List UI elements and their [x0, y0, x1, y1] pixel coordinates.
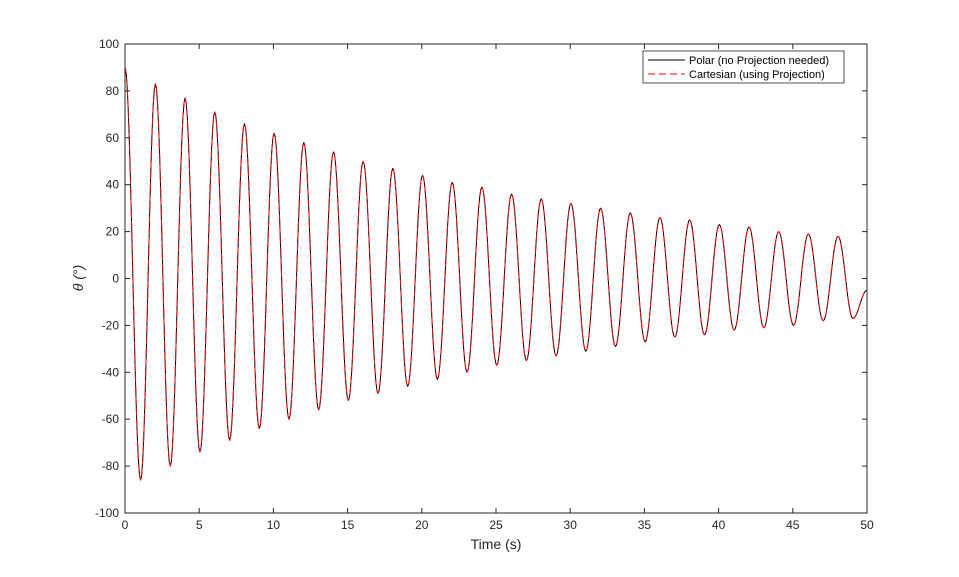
x-tick-label: 5	[196, 518, 203, 532]
x-tick-label: 50	[860, 518, 874, 532]
plot-area	[125, 44, 867, 513]
legend: Polar (no Projection needed) Cartesian (…	[642, 50, 845, 84]
x-tick-label: 10	[267, 518, 281, 532]
y-tick-label: 80	[106, 84, 120, 98]
series-line-cartesian	[124, 67, 868, 481]
y-axis: 100 80 60 40 20 0 -20 -40 -60 -80 -100	[95, 37, 867, 520]
x-axis-label: Time (s)	[471, 536, 522, 552]
x-tick-label: 15	[341, 518, 355, 532]
x-tick-label: 35	[638, 518, 652, 532]
y-tick-label: -40	[102, 365, 120, 379]
y-tick-label: 100	[99, 37, 119, 51]
y-tick-label: -100	[95, 506, 119, 520]
x-axis: 0 5 10 15 20 25 30 35 40 45 50	[122, 44, 874, 532]
series-layer	[124, 67, 868, 481]
legend-label-cartesian: Cartesian (using Projection)	[689, 69, 825, 81]
x-tick-label: 20	[415, 518, 429, 532]
x-tick-label: 0	[122, 518, 129, 532]
y-axis-label: θ (°)	[70, 265, 86, 291]
y-tick-label: -60	[102, 412, 120, 426]
y-tick-label: 20	[106, 225, 120, 239]
legend-box	[642, 50, 845, 84]
legend-label-polar: Polar (no Projection needed)	[689, 55, 829, 67]
y-tick-label: -20	[102, 318, 120, 332]
x-tick-label: 25	[489, 518, 503, 532]
y-tick-label: -80	[102, 459, 120, 473]
y-tick-label: 60	[106, 131, 120, 145]
y-tick-label: 0	[112, 272, 119, 286]
x-tick-label: 30	[564, 518, 578, 532]
x-tick-label: 40	[712, 518, 726, 532]
x-tick-label: 45	[786, 518, 800, 532]
y-tick-label: 40	[106, 178, 120, 192]
